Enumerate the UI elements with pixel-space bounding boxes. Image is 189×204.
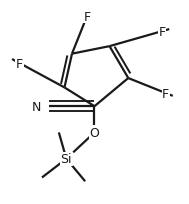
Text: Si: Si xyxy=(61,152,72,165)
Text: O: O xyxy=(90,126,99,139)
Text: F: F xyxy=(16,57,23,70)
Text: N: N xyxy=(32,100,41,113)
Text: F: F xyxy=(162,87,169,100)
Text: F: F xyxy=(159,26,166,39)
Text: F: F xyxy=(83,11,91,23)
